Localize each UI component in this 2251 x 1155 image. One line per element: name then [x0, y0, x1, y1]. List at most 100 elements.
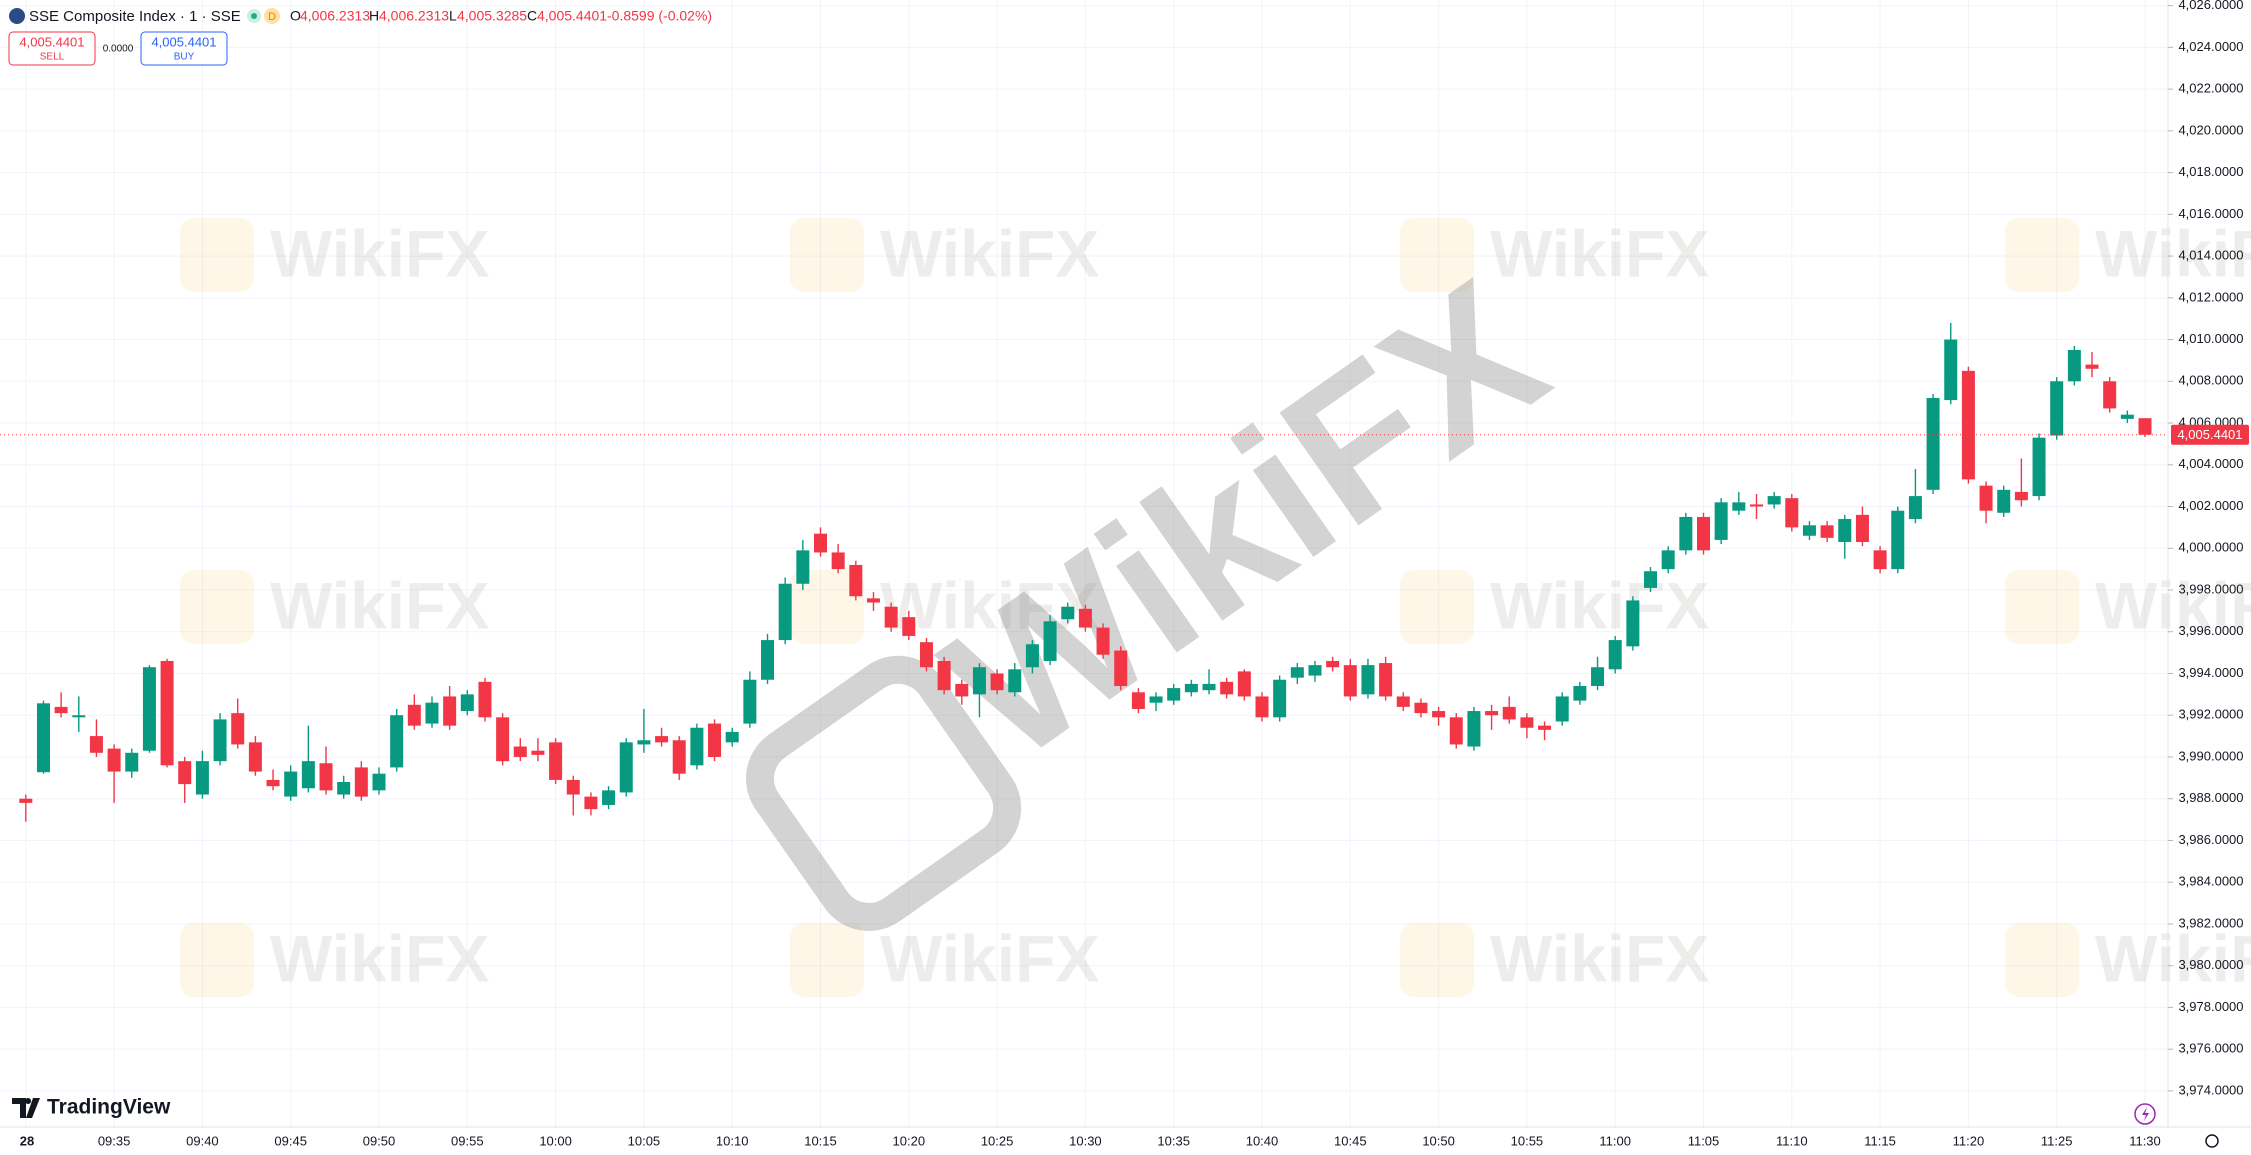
- candle-body: [955, 683, 969, 697]
- candle-body: [1591, 667, 1605, 687]
- candle-body: [1661, 550, 1675, 570]
- x-tick-label: 11:05: [1688, 1133, 1720, 1148]
- candle-body: [1184, 683, 1198, 693]
- y-tick-label: 3,992.0000: [2178, 707, 2243, 722]
- y-tick-label: 4,014.0000: [2178, 248, 2243, 263]
- watermark-logo: [790, 570, 864, 644]
- candle-body: [1343, 665, 1357, 697]
- candles: [0, 322, 2168, 822]
- watermark: WikiFX: [880, 216, 1099, 290]
- candle-body: [1820, 525, 1834, 538]
- candle-body: [1326, 660, 1340, 668]
- candle-body: [708, 723, 722, 757]
- ohlc-label: L: [449, 8, 457, 24]
- sell-label[interactable]: SELL: [40, 52, 65, 63]
- candle-body: [2067, 349, 2081, 382]
- y-tick-label: 4,008.0000: [2178, 373, 2243, 388]
- x-tick-label: 10:15: [804, 1133, 837, 1148]
- watermark-logo: [180, 218, 254, 292]
- watermark-logo: [180, 923, 254, 997]
- x-tick-label: 28: [20, 1133, 34, 1148]
- buy-price[interactable]: 4,005.4401: [151, 34, 216, 49]
- y-tick-label: 4,002.0000: [2178, 498, 2243, 513]
- candle-body: [107, 748, 121, 772]
- buy-button[interactable]: [140, 31, 228, 66]
- candle-body: [584, 796, 598, 810]
- y-tick-label: 3,996.0000: [2178, 623, 2243, 638]
- candle-body: [1043, 621, 1057, 661]
- candle-body: [142, 667, 156, 751]
- candle-body: [337, 782, 351, 795]
- candle-body: [2138, 418, 2152, 435]
- candle-body: [231, 713, 245, 745]
- candle-body: [1008, 669, 1022, 693]
- candle-body: [778, 583, 792, 641]
- candle-body: [1961, 370, 1975, 480]
- y-tick-label: 4,004.0000: [2178, 456, 2243, 471]
- watermarks: WikiFXWikiFXWikiFXWikiFXWikiFXWikiFXWiki…: [180, 216, 2251, 997]
- x-tick-label: 11:10: [1776, 1133, 1808, 1148]
- y-tick-label: 3,986.0000: [2178, 832, 2243, 847]
- watermark: WikiFX: [1490, 921, 1709, 995]
- sell-price[interactable]: 4,005.4401: [19, 34, 84, 49]
- candle-body: [690, 727, 704, 766]
- candle-body: [284, 771, 298, 797]
- candle-body: [1025, 644, 1039, 668]
- y-tick-label: 3,984.0000: [2178, 874, 2243, 889]
- candle-body: [1802, 525, 1816, 536]
- y-tick-label: 4,012.0000: [2178, 289, 2243, 304]
- ohlc-value: 4,006.2313: [379, 8, 449, 24]
- badge-bg: [264, 8, 280, 24]
- y-tick-label: 4,010.0000: [2178, 331, 2243, 346]
- candle-body: [1149, 696, 1163, 703]
- candle-body: [1273, 679, 1287, 718]
- y-tick-label: 4,000.0000: [2178, 540, 2243, 555]
- candle-body: [1361, 665, 1375, 695]
- candle-body: [725, 731, 739, 743]
- symbol: SSE Composite Index · 1 · SSE: [29, 8, 241, 25]
- y-tick-label: 3,998.0000: [2178, 581, 2243, 596]
- watermark: WikiFX: [2095, 568, 2251, 642]
- candle-body: [919, 642, 933, 668]
- x-tick-label: 10:05: [628, 1133, 661, 1148]
- x-tick-label: 09:35: [98, 1133, 131, 1148]
- watermark: WikiFX: [1490, 568, 1709, 642]
- candle-body: [496, 717, 510, 762]
- candle-body: [425, 702, 439, 724]
- candle-body: [1855, 514, 1869, 543]
- ohlc-label: H: [369, 8, 379, 24]
- candle-body: [19, 798, 33, 803]
- candle-body: [460, 694, 474, 712]
- x-tick-label: 09:55: [451, 1133, 484, 1148]
- y-tick-label: 4,026.0000: [2178, 0, 2243, 12]
- candle-body: [1220, 681, 1234, 695]
- x-tick-label: 10:20: [893, 1133, 926, 1148]
- candle-body: [1485, 711, 1499, 716]
- settings-button[interactable]: [2205, 1134, 2219, 1148]
- candle-body: [884, 606, 898, 628]
- x-tick-label: 10:35: [1157, 1133, 1190, 1148]
- y-tick-label: 4,016.0000: [2178, 206, 2243, 221]
- candle-body: [319, 763, 333, 791]
- y-tick-label: 3,982.0000: [2178, 915, 2243, 930]
- x-tick-label: 11:15: [1864, 1133, 1896, 1148]
- watermark: WikiFX: [880, 568, 1099, 642]
- y-tick-label: 3,980.0000: [2178, 957, 2243, 972]
- x-tick-label: 10:00: [539, 1133, 572, 1148]
- candle-body: [743, 679, 757, 724]
- candle-body: [2032, 437, 2046, 497]
- x-tick-label: 10:50: [1422, 1133, 1455, 1148]
- candle-body: [1785, 498, 1799, 528]
- candle-body: [1096, 627, 1110, 655]
- candle-body: [602, 790, 616, 805]
- candle-body: [549, 742, 563, 780]
- replay-icon[interactable]: [2142, 1107, 2149, 1121]
- x-tick-label: 10:45: [1334, 1133, 1367, 1148]
- candle-body: [866, 598, 880, 603]
- buy-label[interactable]: BUY: [174, 52, 195, 63]
- replay-button[interactable]: [2134, 1103, 2156, 1125]
- sell-button[interactable]: [8, 31, 96, 66]
- candle-body: [761, 640, 775, 680]
- candle-body: [1379, 663, 1393, 697]
